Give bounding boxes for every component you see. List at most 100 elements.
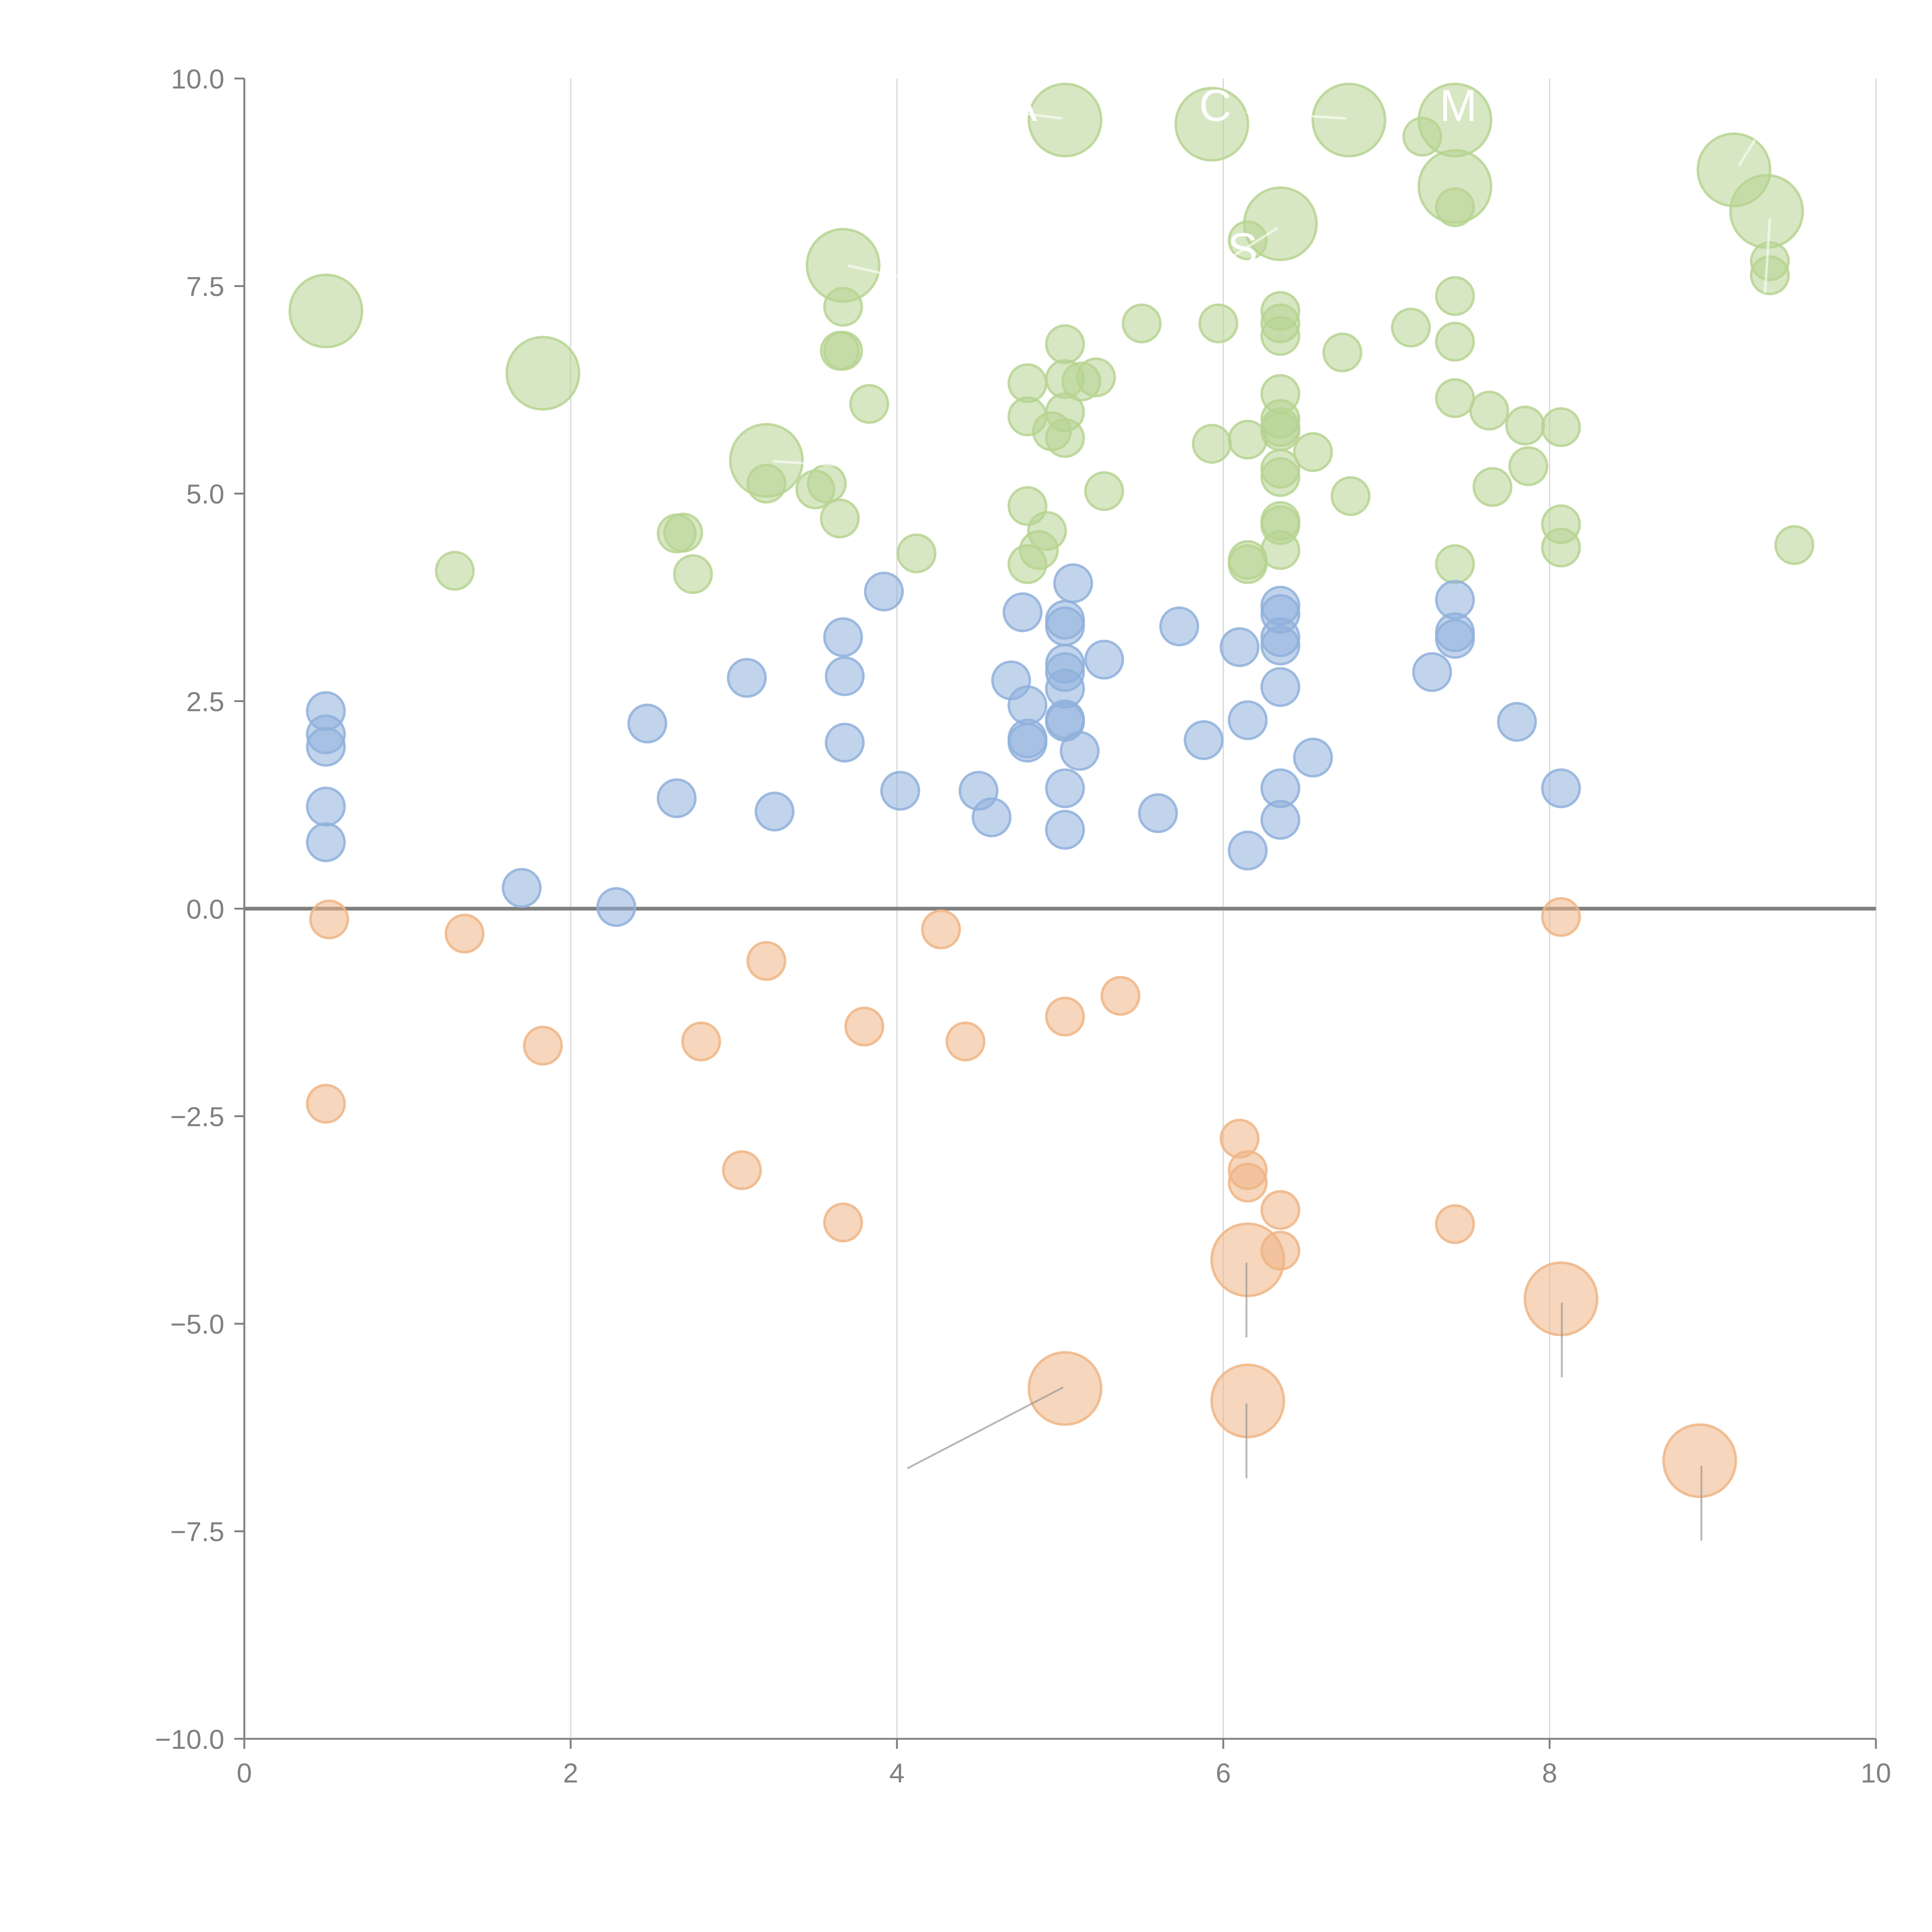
- bubble-blue[interactable]: [1412, 652, 1452, 692]
- bubble-green[interactable]: [1505, 405, 1545, 446]
- bubble-green[interactable]: [1027, 511, 1067, 551]
- bubble-blue[interactable]: [1497, 702, 1537, 742]
- bubble-green[interactable]: [1469, 390, 1509, 431]
- bubble-blue[interactable]: [1228, 830, 1268, 871]
- bubble-orange[interactable]: [844, 1007, 884, 1047]
- bubble-blue[interactable]: [1219, 627, 1260, 667]
- bubble-orange[interactable]: [823, 1202, 863, 1243]
- bubble-green[interactable]: [1729, 174, 1804, 249]
- bubble-blue[interactable]: [1045, 768, 1085, 808]
- bubble-green[interactable]: [823, 287, 863, 327]
- bubble-orange[interactable]: [1100, 976, 1141, 1016]
- bubble-orange[interactable]: [444, 913, 485, 954]
- bubble-blue[interactable]: [1007, 685, 1048, 725]
- bubble-orange[interactable]: [1027, 1351, 1102, 1426]
- bubble-green[interactable]: [1330, 476, 1371, 516]
- bubble-orange[interactable]: [306, 1083, 346, 1124]
- bubble-blue[interactable]: [727, 658, 767, 698]
- bubble-orange[interactable]: [1435, 1204, 1475, 1244]
- bubble-orange[interactable]: [1045, 997, 1085, 1037]
- bubble-blue[interactable]: [502, 868, 542, 908]
- bubble-orange[interactable]: [1210, 1222, 1285, 1298]
- bubble-blue[interactable]: [1007, 723, 1048, 763]
- bubble-orange[interactable]: [1662, 1423, 1737, 1498]
- bubble-green[interactable]: [1174, 87, 1250, 162]
- bubble-blue[interactable]: [596, 887, 636, 927]
- bubble-green[interactable]: [663, 512, 703, 553]
- bubble-green[interactable]: [1750, 255, 1790, 296]
- bubble-blue[interactable]: [1159, 606, 1199, 646]
- bubble-green[interactable]: [1260, 457, 1301, 497]
- bubble-green[interactable]: [1391, 308, 1431, 348]
- bubble-blue[interactable]: [627, 703, 667, 744]
- bubble-blue[interactable]: [1435, 619, 1475, 659]
- bubble-green[interactable]: [820, 498, 860, 539]
- bubble-green[interactable]: [1260, 411, 1301, 451]
- bubble-orange[interactable]: [921, 909, 961, 949]
- bubble-green[interactable]: [1198, 303, 1238, 344]
- bubble-green[interactable]: [1435, 187, 1475, 227]
- bubble-orange[interactable]: [1260, 1190, 1301, 1230]
- bubble-blue[interactable]: [754, 791, 795, 832]
- bubble-blue[interactable]: [656, 778, 697, 818]
- bubble-green[interactable]: [1260, 530, 1301, 570]
- bubble-blue[interactable]: [864, 571, 904, 612]
- bubble-blue[interactable]: [880, 770, 920, 811]
- bubble-blue[interactable]: [306, 786, 346, 827]
- bubble-orange[interactable]: [1228, 1162, 1268, 1203]
- bubble-green[interactable]: [1402, 117, 1442, 157]
- bubble-orange[interactable]: [523, 1026, 563, 1066]
- bubble-blue[interactable]: [1260, 625, 1301, 666]
- bubble-green[interactable]: [673, 554, 713, 594]
- bubble-green[interactable]: [1084, 471, 1124, 511]
- bubble-orange[interactable]: [1541, 897, 1581, 937]
- bubble-blue[interactable]: [823, 617, 863, 657]
- bubble-blue[interactable]: [1045, 810, 1085, 850]
- bubble-blue[interactable]: [1293, 737, 1333, 778]
- bubble-green[interactable]: [1311, 82, 1386, 158]
- bubble-green[interactable]: [505, 336, 580, 411]
- bubble-green[interactable]: [1508, 446, 1549, 486]
- bubble-green[interactable]: [435, 551, 475, 591]
- bubble-orange[interactable]: [946, 1021, 986, 1061]
- bubble-green[interactable]: [1007, 363, 1048, 403]
- bubble-blue[interactable]: [1045, 606, 1085, 646]
- bubble-green[interactable]: [1541, 527, 1581, 568]
- bubble-green[interactable]: [1122, 303, 1162, 344]
- bubble-blue[interactable]: [825, 656, 865, 696]
- bubble-orange[interactable]: [309, 899, 349, 940]
- bubble-green[interactable]: [1076, 357, 1116, 398]
- bubble-blue[interactable]: [825, 723, 865, 763]
- bubble-green[interactable]: [849, 384, 889, 424]
- bubble-green[interactable]: [1260, 316, 1301, 356]
- bubble-blue[interactable]: [1228, 700, 1268, 740]
- bubble-green[interactable]: [1541, 407, 1581, 447]
- bubble-blue[interactable]: [1260, 800, 1301, 840]
- bubble-orange[interactable]: [1210, 1363, 1285, 1439]
- bubble-blue[interactable]: [1060, 731, 1100, 771]
- bubble-blue[interactable]: [1053, 563, 1093, 604]
- bubble-green[interactable]: [1293, 432, 1333, 472]
- bubble-blue[interactable]: [1260, 667, 1301, 707]
- bubble-blue[interactable]: [1184, 720, 1224, 760]
- bubble-green[interactable]: [896, 533, 937, 573]
- bubble-green[interactable]: [1192, 423, 1232, 464]
- bubble-blue[interactable]: [306, 822, 346, 862]
- bubble-orange[interactable]: [681, 1021, 721, 1061]
- bubble-blue[interactable]: [306, 727, 346, 767]
- bubble-green[interactable]: [1774, 525, 1815, 565]
- bubble-green[interactable]: [1045, 418, 1085, 458]
- bubble-blue[interactable]: [1138, 793, 1178, 833]
- bubble-green[interactable]: [1228, 220, 1268, 260]
- bubble-orange[interactable]: [746, 941, 787, 981]
- bubble-blue[interactable]: [1084, 639, 1124, 680]
- bubble-green[interactable]: [1027, 82, 1102, 158]
- bubble-green[interactable]: [1045, 324, 1085, 364]
- bubble-green[interactable]: [288, 273, 364, 349]
- bubble-green[interactable]: [823, 331, 863, 371]
- bubble-green[interactable]: [746, 464, 787, 504]
- bubble-green[interactable]: [1322, 332, 1362, 372]
- bubble-green[interactable]: [1435, 378, 1475, 418]
- bubble-green[interactable]: [1435, 544, 1475, 584]
- bubble-green[interactable]: [807, 464, 847, 504]
